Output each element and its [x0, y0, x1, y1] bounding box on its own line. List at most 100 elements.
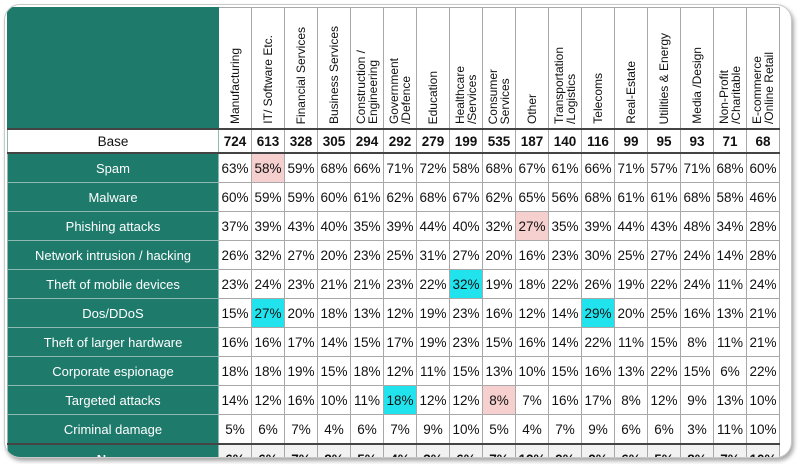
table-cell: 16% — [515, 327, 549, 357]
column-header: Manufacturing — [218, 7, 252, 130]
table-cell: 61% — [350, 182, 384, 212]
table-cell: 19% — [614, 269, 648, 299]
column-header: Transportation /Logistics — [548, 7, 582, 130]
table-cell: 18% — [350, 356, 384, 386]
column-header-label: Non-Profit /Charitable — [717, 65, 743, 124]
table-cell: 14% — [218, 385, 252, 415]
table-cell: 4% — [515, 414, 549, 445]
table-cell: 23% — [449, 327, 483, 357]
table-cell: 6% — [614, 414, 648, 445]
column-header-label: Financial Services — [294, 26, 308, 124]
table-cell: 56% — [548, 182, 582, 212]
table-cell: 68% — [680, 182, 714, 212]
table-cell: 23% — [284, 269, 318, 299]
table-cell: 16% — [482, 298, 516, 328]
table-cell: 328 — [284, 128, 318, 154]
table-cell: 21% — [746, 298, 780, 328]
table-cell: 12% — [449, 385, 483, 415]
table-cell: 199 — [449, 128, 483, 154]
table-cell: 30% — [581, 240, 615, 270]
table-cell: 12% — [416, 385, 450, 415]
table-cell: 11% — [713, 269, 747, 299]
table-cell: 16% — [251, 327, 285, 357]
table-cell: 19% — [416, 327, 450, 357]
table-cell: 24% — [680, 269, 714, 299]
table-cell: 68% — [713, 152, 747, 183]
table-cell: 19% — [482, 269, 516, 299]
table-cell: 10% — [449, 414, 483, 445]
table-cell: 23% — [383, 269, 417, 299]
row-label: Dos/DDoS — [7, 298, 219, 328]
table-cell: 71% — [383, 152, 417, 183]
table-cell: 724 — [218, 128, 252, 154]
column-header: Government /Defence — [383, 7, 417, 130]
column-header: Consumer Services — [482, 7, 516, 130]
table-cell: 16% — [581, 356, 615, 386]
table-cell: 21% — [350, 269, 384, 299]
table-cell: 19% — [284, 356, 318, 386]
table-cell: 10% — [515, 356, 549, 386]
table-cell: 8% — [614, 385, 648, 415]
table-cell: 68% — [581, 182, 615, 212]
table-cell: 24% — [746, 269, 780, 299]
table-cell: 12% — [647, 385, 681, 415]
table-cell: 10% — [746, 414, 780, 445]
column-header-label: Telecoms — [591, 73, 605, 124]
table-cell: 67% — [515, 152, 549, 183]
table-cell: 16% — [548, 385, 582, 415]
row-label: Network intrusion / hacking — [7, 240, 219, 270]
table-cell: 20% — [614, 298, 648, 328]
table-cell: 6% — [251, 414, 285, 445]
table-cell: 71 — [713, 128, 747, 154]
table-cell: 18% — [515, 269, 549, 299]
table-cell: 5% — [647, 443, 681, 457]
table-cell: 8% — [317, 443, 351, 457]
row-label: Theft of mobile devices — [7, 269, 219, 299]
table-row: Targeted attacks 14% 12% 16% 10% 11% 18% 12% 12%… — [7, 385, 780, 415]
table-cell: 40% — [449, 211, 483, 241]
table-cell: 6% — [350, 414, 384, 445]
table-cell: 22% — [581, 327, 615, 357]
table-cell: 32% — [251, 240, 285, 270]
column-header: Other — [515, 7, 549, 130]
table-cell: 66% — [581, 152, 615, 183]
table-cell: 16% — [218, 327, 252, 357]
table-cell: 116 — [581, 128, 615, 154]
table-cell: 28% — [746, 240, 780, 270]
row-label: Corporate espionage — [7, 356, 219, 386]
table-cell: 61% — [647, 182, 681, 212]
table-cell: 16% — [680, 298, 714, 328]
table-cell: 6% — [218, 443, 252, 457]
table-cell: 66% — [350, 152, 384, 183]
table-cell: 27% — [647, 240, 681, 270]
table-cell: 279 — [416, 128, 450, 154]
column-header: Education — [416, 7, 450, 130]
table-cell: 23% — [449, 298, 483, 328]
table-cell: 15% — [647, 327, 681, 357]
table-cell: 5% — [350, 443, 384, 457]
table-cell: 40% — [317, 211, 351, 241]
table-cell: 9% — [416, 414, 450, 445]
table-cell: 43% — [284, 211, 318, 241]
highlighted-cell: 58% — [251, 152, 285, 183]
table-cell: 68% — [317, 152, 351, 183]
column-header-row: Manufacturing IT/ Software Etc. Financial … — [7, 7, 780, 130]
table-cell: 31% — [416, 240, 450, 270]
table-cell: 43% — [647, 211, 681, 241]
highlighted-cell: 18% — [383, 385, 417, 415]
column-header: Real-Estate — [614, 7, 648, 130]
table-cell: 5% — [218, 414, 252, 445]
table-cell: 48% — [680, 211, 714, 241]
table-cell: 7% — [383, 414, 417, 445]
table-cell: 4% — [317, 414, 351, 445]
base-row: Base 724 613 328 305 294 292 279 199 535 187 140 116… — [7, 128, 780, 154]
column-header-label: Government /Defence — [387, 57, 413, 124]
table-cell: 17% — [284, 327, 318, 357]
table-cell: 15% — [317, 356, 351, 386]
table-cell: 9% — [680, 385, 714, 415]
table-cell: 3% — [680, 414, 714, 445]
table-cell: 99 — [614, 128, 648, 154]
table-cell: 6% — [449, 443, 483, 457]
table-cell: 61% — [548, 152, 582, 183]
table-cell: 68 — [746, 128, 780, 154]
